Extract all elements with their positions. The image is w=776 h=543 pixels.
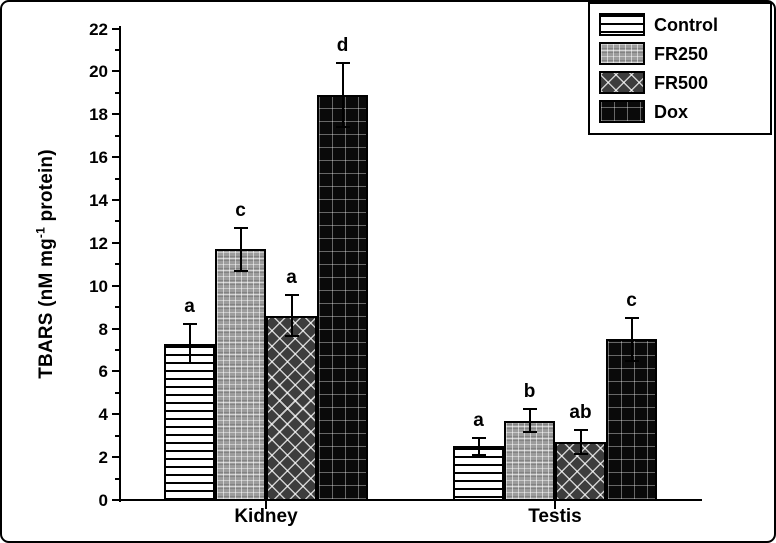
legend-item-fr250: FR250 [599, 39, 770, 68]
bar-fr250-kidney [215, 249, 266, 501]
y-tick-major [112, 456, 119, 459]
y-tick-label: 6 [98, 362, 108, 382]
bar-fr250-testis [504, 420, 555, 501]
y-axis-label-text: TBARS (nM mg [36, 238, 57, 379]
y-tick-label: 10 [89, 276, 108, 296]
error-bar-cap-bottom [471, 453, 486, 456]
y-tick-label: 20 [89, 62, 108, 82]
legend-swatch-horizontal-lines-icon [599, 13, 645, 36]
y-tick-major [112, 27, 119, 30]
legend: Control FR250 FR500 Dox [588, 2, 772, 135]
y-tick-major [112, 327, 119, 330]
y-tick-minor [115, 220, 119, 223]
bar-dox-testis [606, 339, 657, 501]
y-tick-label: 0 [98, 491, 108, 510]
error-bar-cap-bottom [573, 452, 588, 455]
significance-letter: a [286, 267, 297, 289]
y-tick-minor [115, 391, 119, 394]
y-tick-minor [115, 134, 119, 137]
legend-label: FR500 [654, 72, 709, 93]
error-bar [630, 317, 633, 361]
error-bar-cap-top [573, 429, 588, 432]
y-tick-major [112, 499, 119, 501]
y-tick-major [112, 156, 119, 159]
y-tick-minor [115, 91, 119, 94]
error-bar [477, 437, 480, 455]
x-axis-category-label: Kidney [234, 506, 298, 527]
legend-swatch-gray-grid-icon [599, 42, 645, 65]
error-bar [579, 430, 582, 454]
error-bar [188, 324, 191, 363]
y-tick-major [112, 284, 119, 287]
y-tick-major [112, 241, 119, 244]
y-tick-minor [115, 348, 119, 351]
y-tick-label: 14 [89, 190, 108, 210]
legend-item-control: Control [599, 10, 770, 39]
y-tick-minor [115, 263, 119, 266]
y-tick-label: 16 [89, 148, 108, 168]
y-tick-minor [115, 434, 119, 437]
x-tick [265, 501, 267, 509]
error-bar-cap-bottom [233, 269, 248, 272]
y-tick-label: 12 [89, 233, 108, 253]
bar-dox-kidney [317, 94, 368, 501]
error-bar-cap-top [335, 61, 350, 64]
significance-letter: c [626, 289, 637, 311]
legend-item-fr500: FR500 [599, 68, 770, 97]
y-axis-label: TBARS (nM mg-1 protein) [33, 149, 58, 379]
error-bar [239, 227, 242, 271]
error-bar-cap-top [624, 316, 639, 319]
y-axis-label-suffix: protein) [36, 149, 57, 228]
y-tick-label: 22 [89, 19, 108, 39]
bar-control-kidney [164, 343, 215, 501]
error-bar [341, 62, 344, 128]
error-bar-cap-top [522, 407, 537, 410]
y-tick-minor [115, 48, 119, 51]
error-bar-cap-bottom [522, 431, 537, 434]
x-tick [554, 501, 556, 509]
error-bar [290, 295, 293, 337]
error-bar-cap-bottom [182, 361, 197, 364]
y-tick-label: 4 [98, 405, 108, 425]
legend-swatch-black-grid-icon [599, 100, 645, 123]
error-bar-cap-bottom [335, 126, 350, 129]
significance-letter: b [523, 380, 536, 402]
significance-letter: a [473, 409, 484, 431]
y-tick-minor [115, 477, 119, 480]
y-tick-minor [115, 177, 119, 180]
error-bar-cap-top [471, 436, 486, 439]
x-axis-category-label: Testis [528, 506, 582, 527]
y-tick-label: 18 [89, 105, 108, 125]
y-tick-major [112, 113, 119, 116]
significance-letter: a [184, 296, 195, 318]
y-tick-major [112, 70, 119, 73]
y-tick-major [112, 413, 119, 416]
y-axis-label-superscript: -1 [33, 227, 48, 239]
significance-letter: c [235, 199, 246, 221]
error-bar [528, 408, 531, 433]
y-tick-label: 2 [98, 448, 108, 468]
error-bar-cap-bottom [624, 359, 639, 362]
legend-label: FR250 [654, 43, 709, 64]
legend-item-dox: Dox [599, 97, 770, 126]
x-axis-line [119, 499, 702, 501]
bar-fr500-kidney [266, 315, 317, 501]
legend-swatch-dark-crosshatch-icon [599, 71, 645, 94]
error-bar-cap-top [233, 226, 248, 229]
significance-letter: d [336, 34, 349, 56]
error-bar-cap-top [284, 294, 299, 297]
y-tick-major [112, 198, 119, 201]
legend-label: Control [654, 14, 718, 35]
error-bar-cap-top [182, 323, 197, 326]
y-axis-line [119, 26, 121, 502]
legend-label: Dox [654, 101, 689, 122]
y-tick-major [112, 370, 119, 373]
y-tick-minor [115, 306, 119, 309]
error-bar-cap-bottom [284, 335, 299, 338]
y-tick-label: 8 [98, 319, 108, 339]
significance-letter: ab [569, 402, 592, 424]
